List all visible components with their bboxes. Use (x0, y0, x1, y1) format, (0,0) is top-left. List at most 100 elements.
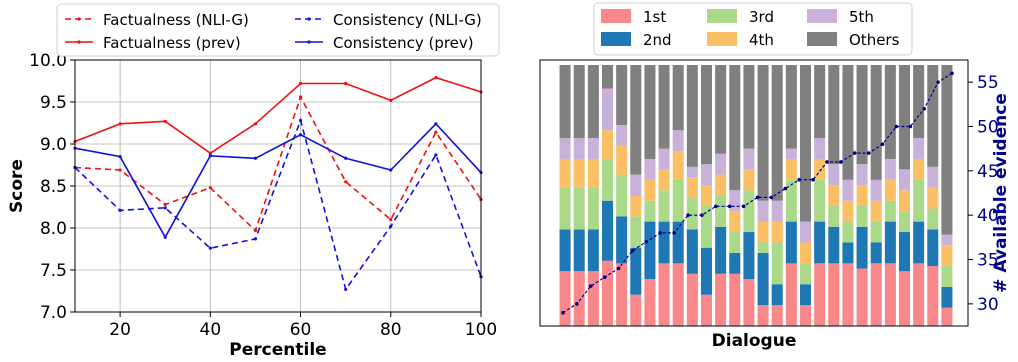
line-chart-frame (74, 59, 482, 313)
legend-label: 5th (849, 8, 874, 26)
bar-segment-4th (884, 179, 896, 201)
bar-segment-3rd (700, 205, 713, 248)
evidence-point (894, 124, 899, 129)
bar-segment-others (856, 65, 868, 165)
data-point (434, 122, 438, 126)
bar-segment-others (729, 65, 741, 191)
bar-segment-1st (856, 268, 868, 326)
bar-segment-2nd (913, 221, 925, 264)
x-tick-label: 80 (380, 320, 402, 340)
bar-segment-4th (828, 185, 840, 206)
evidence-point (616, 266, 621, 271)
bar-segment-3rd (941, 265, 953, 287)
data-point (434, 76, 438, 80)
data-point (298, 118, 303, 123)
data-point (298, 133, 303, 137)
bar-segment-5th (644, 158, 656, 180)
legend-swatch (707, 9, 737, 23)
bar-segment-others (771, 65, 783, 201)
legend-marker (307, 17, 311, 21)
bar-segment-2nd (686, 229, 698, 274)
data-point (298, 81, 303, 86)
bar-segment-3rd (898, 211, 911, 233)
bar-segment-1st (630, 294, 642, 326)
bar-segment-others (828, 65, 840, 165)
bar-segment-2nd (644, 221, 656, 280)
bar-segment-5th (757, 200, 769, 222)
bar-segment-2nd (587, 229, 599, 272)
bar-segment-others (814, 65, 826, 139)
bar-segment-4th (785, 158, 797, 180)
bar-segment-5th (616, 125, 628, 146)
bar-chart-legend: 1st 2nd 3rd 4th 5th Others (593, 2, 913, 56)
legend-marker (77, 17, 81, 21)
bar-segment-2nd (658, 221, 670, 264)
y-axis-label: Score (7, 159, 27, 213)
bar-segment-5th (814, 138, 826, 159)
bar-segment-3rd (799, 263, 812, 285)
evidence-point (950, 71, 954, 76)
bar-segment-4th (630, 195, 642, 217)
data-point (434, 153, 438, 157)
evidence-point (797, 177, 801, 182)
bar-segment-1st (729, 273, 741, 326)
bar-segment-5th (559, 138, 571, 159)
bar-segment-4th (644, 179, 656, 201)
legend-box (56, 3, 500, 57)
evidence-point (839, 160, 843, 164)
bar-segment-4th (814, 158, 826, 180)
bar-segment-others (913, 65, 925, 139)
evidence-point (936, 80, 940, 84)
bar-segment-others (870, 65, 882, 180)
data-point (253, 122, 258, 126)
evidence-point (630, 248, 635, 253)
x-axis-label: Dialogue (712, 331, 797, 351)
evidence-point (866, 151, 871, 155)
legend-swatch (601, 9, 631, 23)
bar-segment-2nd (856, 226, 868, 269)
bar-segment-3rd (842, 221, 854, 243)
evidence-point (811, 177, 815, 182)
evidence-point (852, 151, 857, 155)
bar-segment-1st (715, 273, 727, 326)
bar-segment-4th (559, 158, 571, 188)
bar-segment-2nd (559, 229, 571, 272)
bar-segment-4th (743, 169, 755, 191)
bar-segment-others (715, 65, 727, 154)
bar-segment-5th (828, 164, 840, 186)
bar-segment-4th (587, 158, 599, 188)
bar-segment-others (672, 65, 684, 131)
bar-segment-4th (700, 185, 713, 206)
bar-segment-3rd (587, 187, 599, 230)
bar-segment-others (884, 65, 896, 159)
y2-tick-label: 40 (977, 206, 999, 226)
data-point (208, 151, 212, 155)
bar-segment-2nd (814, 221, 826, 264)
bar-segment-3rd (616, 174, 628, 217)
y2-tick-label: 45 (977, 162, 999, 182)
data-point (344, 180, 348, 184)
data-point (208, 186, 212, 190)
y2-tick-label: 30 (977, 295, 999, 315)
evidence-point (769, 195, 774, 200)
data-point (253, 237, 258, 241)
legend-swatch (807, 9, 837, 23)
bar-segment-5th (941, 234, 953, 246)
evidence-point (561, 310, 565, 315)
data-point (118, 155, 122, 159)
bar-segment-others (559, 65, 571, 139)
bar-segment-others (587, 65, 599, 139)
legend-label: 1st (643, 8, 666, 26)
bar-segment-1st (842, 263, 854, 326)
evidence-point (575, 302, 579, 306)
evidence-point (700, 213, 704, 217)
legend-label: 2nd (643, 31, 672, 49)
bar-segment-5th (658, 148, 670, 170)
bar-segment-2nd (884, 221, 896, 264)
series-line (74, 122, 482, 239)
evidence-point (644, 239, 649, 244)
legend-label: 3rd (749, 8, 774, 26)
bar-segment-3rd (644, 200, 656, 222)
bar-segment-others (785, 65, 797, 149)
bar-segment-1st (927, 265, 939, 326)
